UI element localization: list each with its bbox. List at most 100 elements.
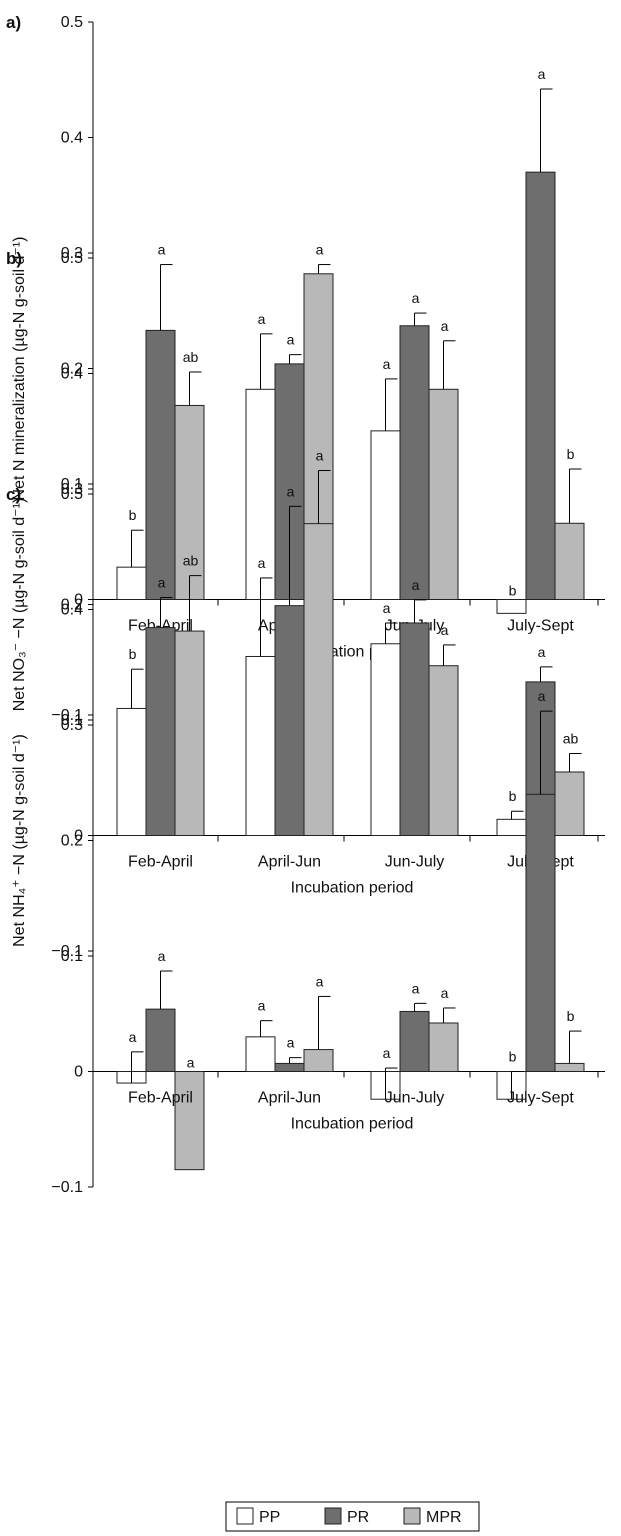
panels: a) 0.5 0.4 0.3 0.2 0.1 0 −0.1 Net N mineralizati… — [6, 13, 605, 1196]
significance-letter: a — [538, 644, 546, 660]
bar-pr — [274, 605, 305, 837]
y-tick-label: −0.1 — [51, 1179, 83, 1196]
legend-box — [225, 1501, 480, 1532]
y-tick-label: 0.1 — [61, 712, 83, 729]
y-tick-label: 0.1 — [61, 476, 83, 493]
significance-letter: a — [538, 66, 546, 82]
panel-label: c) — [6, 485, 21, 504]
significance-letter: a — [258, 998, 266, 1014]
bar-pp — [245, 388, 276, 601]
legend-label: PR — [347, 1509, 369, 1526]
significance-letter: a — [441, 622, 449, 638]
y-tick-label: 0.3 — [61, 481, 83, 498]
y-tick-label: 0.4 — [61, 602, 83, 619]
significance-letter: ab — [563, 730, 579, 746]
significance-letter: b — [129, 507, 137, 523]
y-tick-label: 0.2 — [61, 833, 83, 850]
significance-letter: b — [509, 788, 517, 804]
panel-label: b) — [6, 249, 22, 268]
y-tick-label: −0.1 — [51, 943, 83, 960]
significance-letter: a — [441, 985, 449, 1001]
significance-letter: b — [567, 1008, 575, 1024]
y-tick-label: 0.1 — [61, 948, 83, 965]
bar-pr — [145, 627, 176, 836]
significance-letter: a — [287, 1035, 295, 1051]
significance-letter: a — [383, 356, 391, 372]
x-axis-label: Incubation period — [291, 1116, 414, 1133]
category-label: Feb-April — [128, 854, 193, 871]
y-tick-label: 0.4 — [61, 366, 83, 383]
significance-letter: a — [383, 1045, 391, 1061]
bar-pp — [496, 599, 527, 614]
legend-swatch — [236, 1507, 254, 1525]
significance-letter: a — [158, 948, 166, 964]
significance-letter: a — [258, 555, 266, 571]
significance-letter: b — [509, 1049, 517, 1065]
legend-label: PP — [259, 1509, 280, 1526]
bar-mpr — [554, 522, 585, 601]
category-label: April-Jun — [258, 1090, 321, 1107]
significance-letter: b — [509, 583, 517, 599]
bar-pr — [399, 325, 430, 600]
significance-letter: a — [412, 980, 420, 996]
significance-letter: a — [287, 483, 295, 499]
x-axis-label: Incubation period — [291, 880, 414, 897]
bar-pr — [274, 1062, 305, 1073]
y-tick-label: 0.5 — [61, 486, 83, 503]
bar-pp — [245, 1036, 276, 1072]
y-tick-label: 0 — [74, 1064, 83, 1081]
bar-pr — [145, 329, 176, 600]
y-tick-label: 0 — [74, 828, 83, 845]
bar-mpr — [554, 771, 585, 836]
significance-letter: ab — [183, 553, 199, 569]
significance-letter: a — [412, 577, 420, 593]
significance-letter: a — [538, 688, 546, 704]
bar-pp — [496, 818, 527, 837]
y-axis-label: Net NO₃⁻ −N (µg-N g-soil d⁻¹) — [11, 498, 28, 712]
bar-mpr — [174, 404, 205, 600]
legend-swatch — [403, 1507, 421, 1525]
bar-mpr — [174, 630, 205, 836]
bar-pr — [525, 793, 556, 1072]
y-tick-label: −0.1 — [51, 707, 83, 724]
bar-pr — [145, 1008, 176, 1073]
significance-letter: b — [567, 446, 575, 462]
significance-letter: ab — [183, 349, 199, 365]
significance-letter: a — [316, 973, 324, 989]
category-label: July-Sept — [507, 1090, 574, 1107]
bar-pp — [245, 655, 276, 836]
y-tick-label: 0.3 — [61, 245, 83, 262]
bar-mpr — [428, 665, 459, 837]
bar-mpr — [428, 1022, 459, 1072]
category-label: Feb-April — [128, 1090, 193, 1107]
bar-pp — [116, 566, 147, 600]
significance-letter: a — [441, 318, 449, 334]
bar-mpr — [303, 1049, 334, 1073]
significance-letter: a — [258, 311, 266, 327]
y-tick-label: 0.2 — [61, 361, 83, 378]
significance-letter: a — [316, 242, 324, 258]
significance-letter: a — [129, 1029, 137, 1045]
panel-c: c) 0.5 0.4 0.3 0.2 0.1 0 −0.1 Net NH₄⁺ −N (µg-N … — [6, 485, 605, 1196]
category-label: April-Jun — [258, 854, 321, 871]
significance-letter: a — [158, 242, 166, 258]
y-tick-label: 0.5 — [61, 14, 83, 31]
significance-letter: b — [129, 646, 137, 662]
y-tick-label: 0.5 — [61, 250, 83, 267]
significance-letter: a — [412, 290, 420, 306]
legend-swatch — [324, 1507, 342, 1525]
category-label: July-Sept — [507, 618, 574, 635]
significance-letter: a — [158, 575, 166, 591]
category-label: Jun-July — [385, 1090, 445, 1107]
significance-letter: a — [316, 448, 324, 464]
y-tick-label: 0.4 — [61, 130, 83, 147]
y-axis-label: Net NH₄⁺ −N (µg-N g-soil d⁻¹) — [11, 734, 28, 947]
category-label: Jun-July — [385, 854, 445, 871]
significance-letter: a — [287, 332, 295, 348]
panel-a: a) 0.5 0.4 0.3 0.2 0.1 0 −0.1 Net N mineralizati… — [6, 13, 605, 724]
bar-mpr — [428, 388, 459, 601]
y-tick-label: 0.3 — [61, 717, 83, 734]
bar-mpr — [174, 1071, 205, 1171]
significance-letter: a — [383, 600, 391, 616]
